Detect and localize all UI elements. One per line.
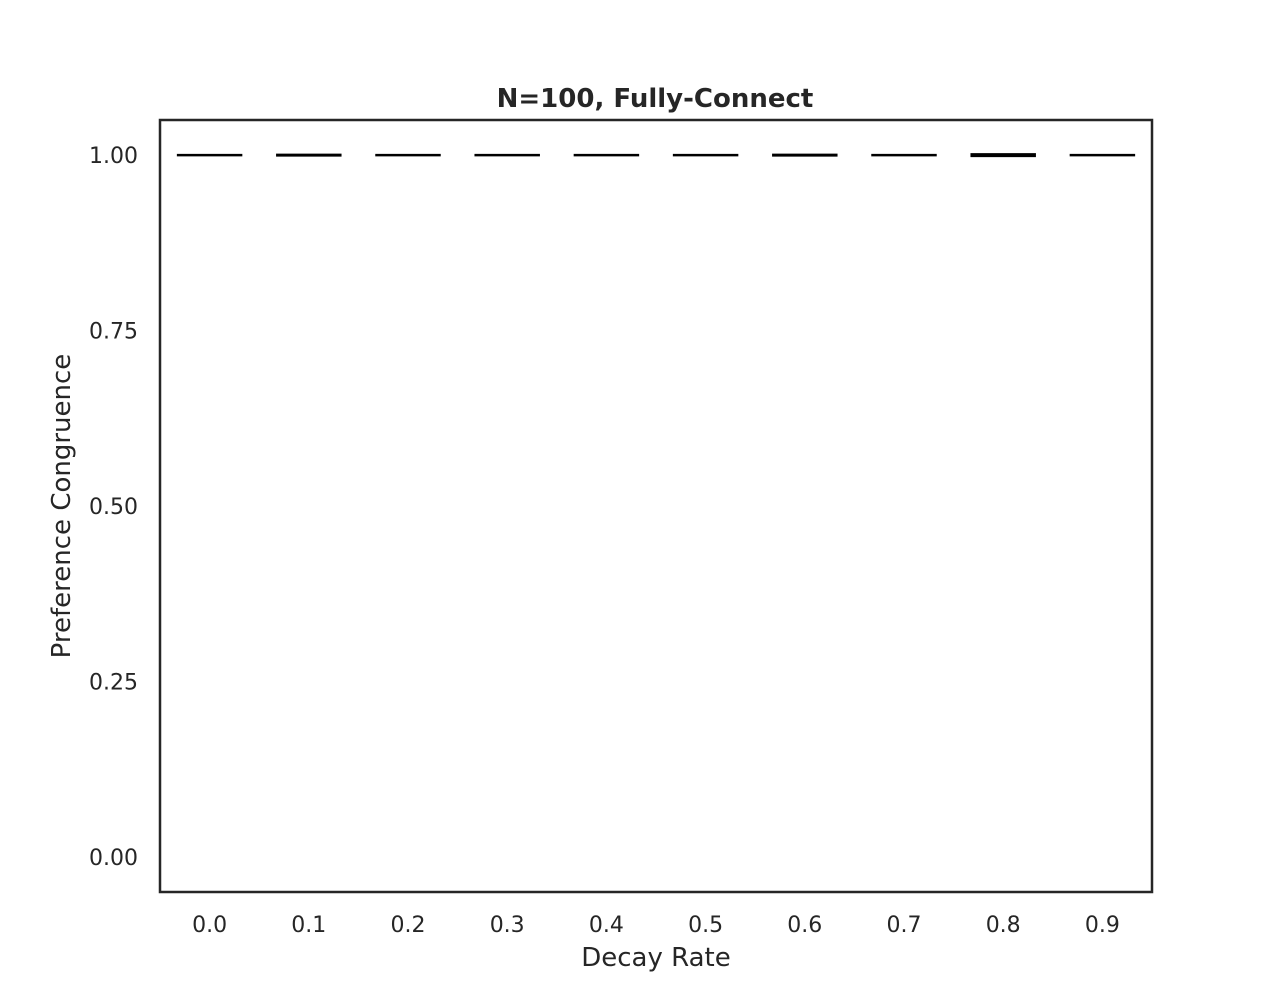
chart-title: N=100, Fully-Connect <box>497 84 814 114</box>
y-axis-ticks: 0.00 0.25 0.50 0.75 1.00 <box>89 144 138 871</box>
y-tick-label: 0.00 <box>89 846 138 871</box>
plot-area <box>158 118 1154 894</box>
x-tick-label: 0.1 <box>291 913 326 938</box>
x-tick-label: 0.6 <box>787 913 822 938</box>
x-tick-label: 0.5 <box>688 913 723 938</box>
x-tick-label: 0.2 <box>391 913 426 938</box>
x-axis-label: Decay Rate <box>581 943 731 973</box>
x-tick-label: 0.7 <box>887 913 922 938</box>
y-tick-label: 0.75 <box>89 320 138 345</box>
x-axis-ticks: 0.0 0.1 0.2 0.3 0.4 0.5 0.6 0.7 0.8 0.9 <box>192 913 1120 938</box>
y-axis-label: Preference Congruence <box>47 354 77 659</box>
y-tick-label: 1.00 <box>89 144 138 169</box>
x-tick-label: 0.9 <box>1085 913 1120 938</box>
x-tick-label: 0.8 <box>986 913 1021 938</box>
y-tick-label: 0.50 <box>89 495 138 520</box>
x-tick-label: 0.0 <box>192 913 227 938</box>
x-tick-label: 0.4 <box>589 913 624 938</box>
y-tick-label: 0.25 <box>89 670 138 695</box>
x-tick-label: 0.3 <box>490 913 525 938</box>
